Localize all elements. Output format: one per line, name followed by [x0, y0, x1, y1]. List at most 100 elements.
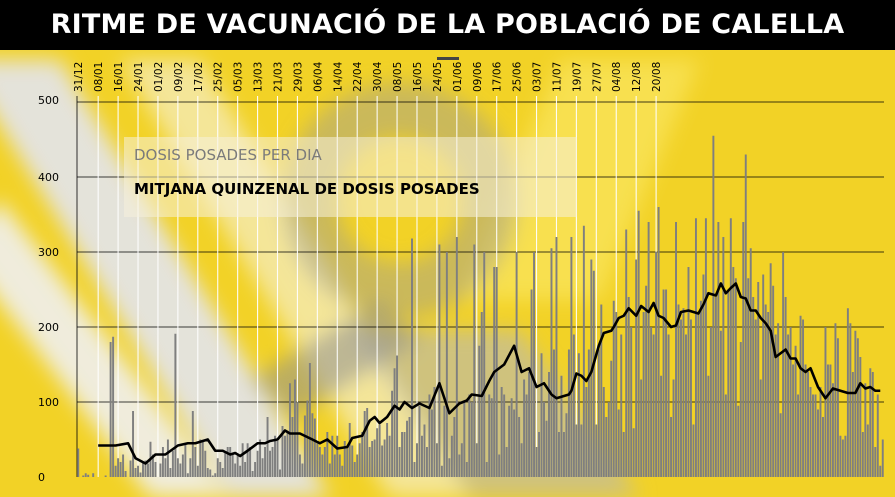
bar-daily-doses: [717, 222, 720, 477]
bar-daily-doses: [610, 360, 613, 477]
bar-daily-doses: [762, 274, 765, 477]
bar-daily-doses: [264, 447, 267, 477]
bar-daily-doses: [224, 453, 227, 477]
y-axis-ticks: 0 100 200 300 400 500: [38, 94, 59, 484]
legend-daily-doses: DOSIS POSADES PER DIA: [134, 146, 322, 164]
bar-daily-doses: [398, 447, 401, 477]
bar-daily-doses: [637, 210, 640, 477]
bar-daily-doses: [505, 447, 508, 477]
y-tick-label: 0: [38, 471, 45, 484]
bar-daily-doses: [281, 426, 284, 477]
bar-daily-doses: [789, 327, 792, 477]
bar-daily-doses: [408, 417, 411, 477]
bg-stripe: [460, 60, 700, 300]
x-tick-label: 11/07: [551, 62, 563, 92]
bar-daily-doses: [219, 462, 222, 477]
bar-daily-doses: [326, 432, 329, 477]
bar-daily-doses: [767, 312, 770, 477]
bar-daily-doses: [737, 405, 740, 477]
x-tick-label: 09/06: [472, 61, 484, 92]
bar-daily-doses: [333, 454, 336, 477]
bar-daily-doses: [550, 248, 553, 477]
x-tick-label: 20/08: [651, 62, 663, 92]
bar-daily-doses: [495, 267, 498, 477]
bar-daily-doses: [216, 458, 219, 477]
bar-daily-doses: [453, 417, 456, 477]
bar-daily-doses: [548, 372, 550, 477]
bar-daily-doses: [824, 327, 827, 477]
bars-series: [77, 135, 884, 477]
bar-daily-doses: [161, 447, 164, 477]
x-tick-label: 29/03: [292, 62, 304, 92]
bar-daily-doses: [376, 428, 379, 477]
bar-daily-doses: [538, 432, 540, 477]
bar-daily-doses: [306, 400, 309, 477]
bar-daily-doses: [221, 468, 224, 477]
bar-daily-doses: [774, 334, 777, 477]
bar-daily-doses: [819, 387, 822, 477]
bar-daily-doses: [274, 435, 276, 477]
bar-daily-doses: [635, 259, 638, 477]
bar-daily-doses: [92, 473, 95, 477]
bar-daily-doses: [722, 237, 725, 477]
x-tick-label: 05/03: [233, 62, 245, 92]
bar-daily-doses: [401, 432, 404, 477]
bar-daily-doses: [328, 463, 331, 477]
bar-daily-doses: [655, 252, 658, 477]
bar-daily-doses: [729, 218, 732, 477]
bar-daily-doses: [406, 420, 408, 477]
bar-daily-doses: [368, 447, 371, 477]
bg-stripe: [0, 60, 330, 497]
bar-daily-doses: [749, 248, 752, 477]
bar-daily-doses: [555, 237, 558, 477]
x-tick-label: 04/08: [611, 62, 623, 92]
x-tick-label: 24/01: [133, 62, 145, 92]
x-tick-label: 13/03: [253, 62, 265, 92]
average-line-series: [98, 282, 881, 465]
bar-daily-doses: [562, 432, 565, 477]
x-tick-label: 16/05: [412, 62, 424, 92]
bar-daily-doses: [777, 323, 780, 477]
bar-daily-doses: [557, 432, 560, 477]
bar-daily-doses: [523, 379, 526, 477]
bar-daily-doses: [510, 398, 513, 477]
bar-daily-doses: [861, 432, 864, 477]
bar-daily-doses: [647, 222, 650, 477]
bar-daily-doses: [677, 304, 680, 477]
bar-daily-doses: [627, 297, 630, 477]
bar-daily-doses: [595, 424, 598, 477]
bar-daily-doses: [82, 475, 85, 477]
bar-daily-doses: [478, 345, 481, 477]
bar-daily-doses: [864, 383, 867, 477]
bar-daily-doses: [261, 458, 264, 477]
bar-daily-doses: [246, 443, 249, 477]
bar-daily-doses: [428, 394, 431, 477]
bar-daily-doses: [866, 424, 869, 477]
bar-daily-doses: [430, 409, 433, 477]
bar-daily-doses: [764, 304, 767, 477]
x-tick-label: 17/06: [492, 61, 504, 92]
bar-daily-doses: [707, 375, 710, 477]
bar-daily-doses: [675, 222, 677, 477]
bar-daily-doses: [704, 218, 707, 477]
y-tick-label: 300: [38, 246, 59, 259]
bar-daily-doses: [779, 413, 782, 477]
bar-daily-doses: [515, 252, 518, 477]
bar-daily-doses: [298, 454, 301, 477]
x-tick-label: 09/02: [173, 62, 185, 92]
bar-daily-doses: [657, 207, 660, 477]
bar-daily-doses: [587, 349, 590, 477]
bar-daily-doses: [724, 394, 727, 477]
bar-daily-doses: [286, 430, 289, 477]
bar-daily-doses: [543, 402, 545, 477]
bar-daily-doses: [871, 372, 874, 477]
bar-daily-doses: [189, 458, 192, 477]
bar-daily-doses: [473, 244, 476, 477]
bar-daily-doses: [416, 443, 418, 477]
bar-daily-doses: [361, 432, 364, 477]
bar-daily-doses: [854, 330, 857, 477]
bar-daily-doses: [249, 447, 252, 477]
bar-daily-doses: [545, 420, 548, 477]
bar-daily-doses: [540, 353, 543, 477]
